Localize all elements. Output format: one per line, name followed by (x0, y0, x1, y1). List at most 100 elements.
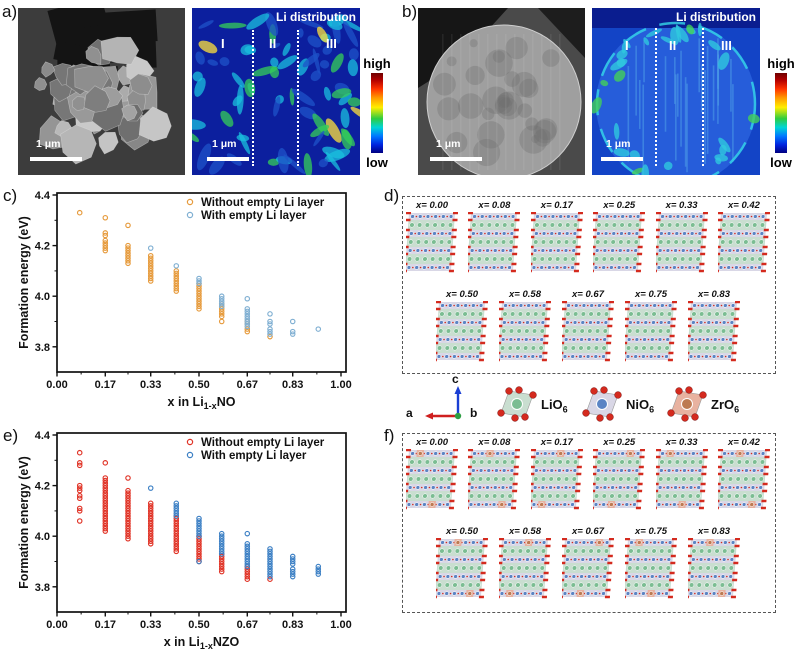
svg-text:4.2: 4.2 (35, 481, 50, 493)
structure-cell (530, 212, 583, 273)
map-b-scale-label: 1 μm (606, 138, 631, 150)
svg-text:0.83: 0.83 (282, 379, 303, 391)
map-a-region-3: III (326, 36, 337, 51)
structure-cell (717, 212, 770, 273)
panel-d-label: d) (384, 186, 400, 205)
panel-f-structures-row1: x= 0.00 x= 0.08 x= 0.17 x= 0.25 x= 0.33 x= 0.… (406, 437, 770, 511)
structure-item: x= 0.50 (436, 289, 488, 363)
map-b-region-2: II (669, 38, 677, 53)
map-b-region-3: III (721, 38, 732, 53)
svg-text:1.00: 1.00 (330, 619, 351, 631)
crystal-axes-icon (425, 386, 462, 420)
svg-text:4.2: 4.2 (35, 241, 50, 253)
zro6-text: ZrO (711, 397, 735, 412)
svg-text:0.33: 0.33 (140, 619, 161, 631)
structure-item: x= 0.17 (530, 437, 583, 511)
map-a-divider-2 (297, 30, 299, 166)
sem-b-scale-label: 1 μm (436, 138, 461, 150)
structure-x-label: x= 0.42 (727, 200, 760, 211)
structure-x-label: x= 0.25 (603, 437, 636, 448)
structure-x-label: x= 0.33 (665, 200, 698, 211)
lio6-text: LiO (541, 397, 563, 412)
structure-cell (499, 538, 551, 599)
svg-text:0.83: 0.83 (282, 619, 303, 631)
svg-text:0.50: 0.50 (188, 379, 209, 391)
svg-text:4.4: 4.4 (35, 430, 51, 442)
structure-item: x= 0.25 (593, 200, 646, 274)
svg-text:x in Li1-xNZO: x in Li1-xNZO (164, 635, 240, 651)
structure-x-label: x= 0.00 (416, 200, 448, 211)
map-a-region-2: II (269, 36, 277, 51)
structure-x-label: x= 0.17 (540, 200, 573, 211)
colorbar-a (371, 73, 383, 153)
colorbar-a-high-label: high (363, 56, 391, 71)
structure-cell (530, 449, 583, 510)
map-a-scale-label: 1 μm (212, 138, 237, 150)
svg-text:0.00: 0.00 (46, 379, 67, 391)
structure-item: x= 0.75 (625, 289, 677, 363)
lio6-label: LiO6 (541, 397, 568, 415)
zro6-sub: 6 (734, 404, 740, 415)
structure-x-label: x= 0.25 (603, 200, 636, 211)
chart-formation-energy-lnzo: 0.00 0.17 0.33 0.50 0.67 0.83 1.00 3.8 4.0 4.2 4.4… (17, 430, 352, 651)
structure-item: x= 0.58 (499, 289, 551, 363)
svg-text:4.4: 4.4 (35, 190, 51, 202)
structure-item: x= 0.08 (468, 200, 521, 274)
sem-image-a (18, 8, 185, 175)
structure-x-label: x= 0.75 (635, 289, 667, 300)
structure-item: x= 0.83 (688, 526, 740, 600)
structure-cell (655, 212, 708, 273)
map-b-divider-1 (655, 28, 657, 166)
structure-cell (625, 538, 677, 599)
svg-text:0.33: 0.33 (140, 379, 161, 391)
structure-x-label: x= 0.75 (635, 526, 667, 537)
svg-text:Without empty Li layer: Without empty Li layer (201, 437, 325, 449)
map-b-region-1: I (625, 38, 629, 53)
structure-item: x= 0.42 (717, 200, 770, 274)
svg-text:3.8: 3.8 (35, 582, 50, 594)
panel-e-label: e) (3, 426, 19, 445)
structure-cell (468, 449, 521, 510)
structure-item: x= 0.00 (406, 200, 458, 274)
panel-b-label: b) (402, 2, 418, 21)
structure-cell (468, 212, 521, 273)
structure-x-label: x= 0.50 (446, 289, 478, 300)
panel-a-label: a) (2, 2, 18, 21)
structure-item: x= 0.83 (688, 289, 740, 363)
structure-x-label: x= 0.33 (665, 437, 698, 448)
structure-x-label: x= 0.58 (509, 289, 541, 300)
structure-cell (655, 449, 708, 510)
svg-text:Formation energy (eV): Formation energy (eV) (17, 216, 31, 349)
structure-x-label: x= 0.08 (478, 200, 511, 211)
nio6-sub: 6 (649, 404, 655, 415)
colorbar-b (775, 73, 787, 153)
li-map-a-title: Li distribution (276, 10, 356, 24)
panel-d-box (402, 196, 776, 374)
octahedra-legend (497, 386, 707, 422)
structure-x-label: x= 0.83 (698, 526, 730, 537)
structure-cell (562, 301, 614, 362)
li-map-a (192, 8, 360, 175)
structure-x-label: x= 0.58 (509, 526, 541, 537)
axis-a-label: a (406, 406, 413, 420)
structure-cell (406, 212, 458, 273)
colorbar-b-low-label: low (770, 155, 792, 170)
structure-cell (593, 212, 646, 273)
structure-item: x= 0.25 (593, 437, 646, 511)
structure-item: x= 0.33 (655, 437, 708, 511)
svg-text:4.0: 4.0 (35, 531, 50, 543)
svg-text:With empty Li layer: With empty Li layer (201, 450, 307, 462)
li-map-b-title: Li distribution (676, 10, 756, 24)
panel-f-label: f) (384, 426, 395, 445)
svg-text:3.8: 3.8 (35, 342, 50, 354)
structure-cell (625, 301, 677, 362)
structure-x-label: x= 0.67 (572, 289, 604, 300)
svg-text:4.0: 4.0 (35, 291, 50, 303)
structure-x-label: x= 0.08 (478, 437, 511, 448)
svg-text:Without empty Li layer: Without empty Li layer (201, 197, 325, 209)
chart-formation-energy-lno: 0.00 0.17 0.33 0.50 0.67 0.83 1.00 3.8 4.0 4.2 4.4… (17, 190, 352, 411)
svg-text:0.17: 0.17 (95, 379, 116, 391)
structure-cell (688, 538, 740, 599)
panel-d-structures-row2: x= 0.50 x= 0.58 x= 0.67 x= 0.75 x= 0.83 (402, 289, 774, 363)
map-a-region-1: I (221, 36, 225, 51)
